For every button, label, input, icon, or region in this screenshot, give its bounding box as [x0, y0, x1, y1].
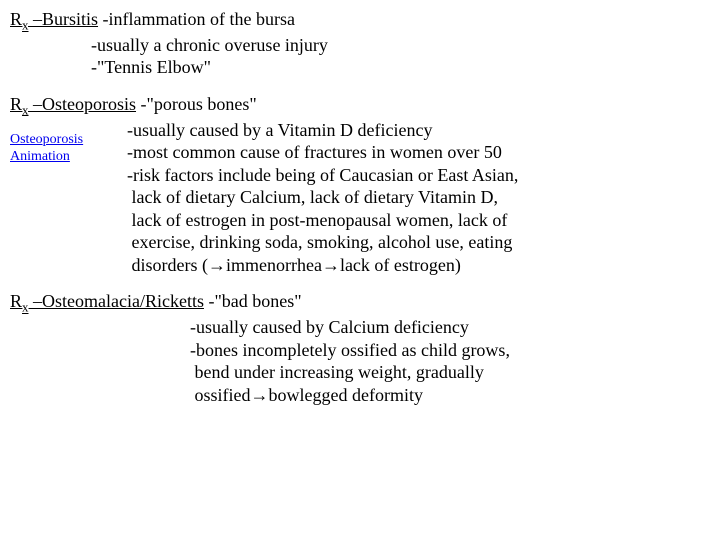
- rx-prefix: R: [10, 291, 22, 311]
- osteoporosis-heading: Rx –Osteoporosis: [10, 93, 136, 119]
- bursitis-point-0: -inflammation of the bursa: [98, 8, 295, 31]
- osteomalacia-heading: Rx –Osteomalacia/Ricketts: [10, 290, 204, 316]
- osteoporosis-point-0: -"porous bones": [136, 93, 257, 116]
- rx-prefix: R: [10, 94, 22, 114]
- osteoporosis-point-6: exercise, drinking soda, smoking, alcoho…: [10, 231, 710, 254]
- osteomalacia-section: Rx –Osteomalacia/Ricketts -"bad bones" -…: [10, 290, 710, 406]
- bursitis-point-1: -usually a chronic overuse injury: [10, 34, 710, 57]
- rx-rest: –Osteomalacia/Ricketts: [29, 291, 204, 311]
- bursitis-section: Rx –Bursitis -inflammation of the bursa …: [10, 8, 710, 79]
- bursitis-point-2: -"Tennis Elbow": [10, 56, 710, 79]
- link-line-1: Osteoporosis: [10, 131, 83, 149]
- rx-rest: –Osteoporosis: [29, 94, 137, 114]
- bursitis-heading-line: Rx –Bursitis -inflammation of the bursa: [10, 8, 710, 34]
- osteoporosis-point-1: -usually caused by a Vitamin D deficienc…: [10, 119, 710, 142]
- rx-rest: –Bursitis: [29, 9, 99, 29]
- osteoporosis-point-5: lack of estrogen in post-menopausal wome…: [10, 209, 710, 232]
- osteomalacia-point-1: -usually caused by Calcium deficiency: [10, 316, 710, 339]
- link-line-2: Animation: [10, 148, 83, 166]
- bursitis-heading: Rx –Bursitis: [10, 8, 98, 34]
- osteomalacia-point-4: ossified→bowlegged deformity: [10, 384, 710, 407]
- osteomalacia-point-0: -"bad bones": [204, 290, 302, 313]
- rx-prefix: R: [10, 9, 22, 29]
- osteomalacia-point-2: -bones incompletely ossified as child gr…: [10, 339, 710, 362]
- osteoporosis-point-3: -risk factors include being of Caucasian…: [10, 164, 710, 187]
- osteoporosis-heading-line: Rx –Osteoporosis -"porous bones": [10, 93, 710, 119]
- osteomalacia-heading-line: Rx –Osteomalacia/Ricketts -"bad bones": [10, 290, 710, 316]
- osteoporosis-point-7: disorders (→immenorrhea→lack of estrogen…: [10, 254, 710, 277]
- osteomalacia-point-3: bend under increasing weight, gradually: [10, 361, 710, 384]
- osteoporosis-section: Rx –Osteoporosis -"porous bones" -usuall…: [10, 93, 710, 276]
- osteoporosis-point-2: -most common cause of fractures in women…: [10, 141, 710, 164]
- osteoporosis-animation-link[interactable]: Osteoporosis Animation: [10, 131, 83, 166]
- osteoporosis-point-4: lack of dietary Calcium, lack of dietary…: [10, 186, 710, 209]
